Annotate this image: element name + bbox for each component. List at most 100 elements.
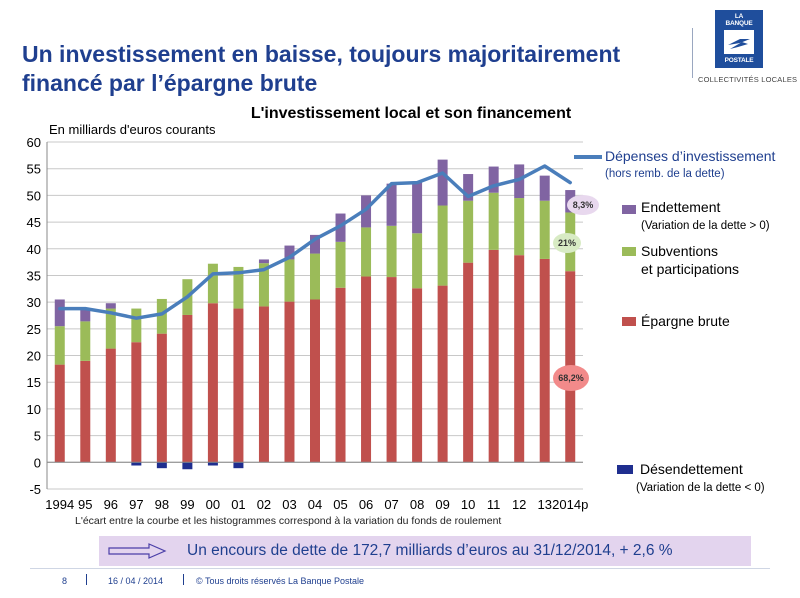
chart-legend: Dépenses d’investissement (hors remb. de … bbox=[574, 148, 776, 494]
bar--pargne-brute bbox=[488, 249, 499, 463]
bar--pargne-brute bbox=[182, 314, 193, 463]
x-tick-label: 03 bbox=[282, 497, 296, 512]
y-tick-label: 35 bbox=[27, 268, 41, 283]
bar--pargne-brute bbox=[310, 299, 320, 463]
x-tick-label: 95 bbox=[78, 497, 92, 512]
legend-label-subventions: Subventions bbox=[641, 243, 718, 259]
legend-label-endettement: Endettement bbox=[641, 199, 720, 215]
bar-subventions-et-participations bbox=[463, 200, 474, 263]
x-tick-label: 05 bbox=[333, 497, 347, 512]
bar-subventions-et-participations bbox=[488, 192, 499, 250]
annotation-bubble bbox=[553, 233, 581, 253]
x-tick-label: 10 bbox=[461, 497, 475, 512]
investment-chart: L'investissement local et son financemen… bbox=[27, 105, 776, 527]
slide-title: Un investissement en baisse, toujours ma… bbox=[22, 41, 621, 96]
x-tick-label: 00 bbox=[206, 497, 220, 512]
bar-subventions-et-participations bbox=[284, 259, 295, 302]
y-tick-label: 20 bbox=[27, 349, 41, 364]
legend-sublabel-investment: (hors remb. de la dette) bbox=[605, 168, 725, 180]
logo-line-1: LA BANQUE bbox=[725, 13, 753, 27]
bar-endettement bbox=[488, 166, 499, 193]
bar-d-sendettement bbox=[233, 462, 244, 469]
banner-text: Un encours de dette de 172,7 milliards d… bbox=[187, 542, 673, 559]
legend-swatch-desendettement bbox=[617, 465, 633, 474]
footer-date: 16 / 04 / 2014 bbox=[108, 576, 164, 586]
bar-d-sendettement bbox=[182, 462, 193, 470]
legend-sublabel-desendettement: (Variation de la dette < 0) bbox=[636, 482, 765, 494]
bar-subventions-et-participations bbox=[335, 241, 346, 288]
legend-sublabel-endettement: (Variation de la dette > 0) bbox=[641, 220, 770, 232]
y-axis-label: En milliards d'euros courants bbox=[49, 122, 216, 137]
bar-d-sendettement bbox=[131, 462, 142, 466]
bar-subventions-et-participations bbox=[386, 225, 397, 278]
bar--pargne-brute bbox=[105, 348, 116, 463]
bar-subventions-et-participations bbox=[361, 227, 372, 277]
bar-endettement bbox=[412, 182, 423, 234]
bar--pargne-brute bbox=[463, 262, 474, 463]
series-line-investment bbox=[58, 164, 572, 320]
bar--pargne-brute bbox=[412, 288, 423, 463]
bar-endettement bbox=[284, 245, 295, 260]
annotation-bubble bbox=[567, 195, 599, 215]
bar-endettement bbox=[437, 159, 448, 206]
chart-annotations: 8,3% 21% 68,2% bbox=[553, 195, 599, 391]
bar-subventions-et-participations bbox=[437, 205, 448, 286]
bar-subventions-et-participations bbox=[539, 200, 550, 259]
footer-divider bbox=[30, 568, 770, 569]
bar-endettement bbox=[80, 308, 91, 322]
y-tick-label: 25 bbox=[27, 322, 41, 337]
bar-endettement bbox=[105, 303, 116, 309]
bar-endettement bbox=[258, 259, 269, 264]
y-tick-label: 10 bbox=[27, 402, 41, 417]
x-tick-label: 98 bbox=[155, 497, 169, 512]
bar-endettement bbox=[54, 299, 65, 327]
bar--pargne-brute bbox=[335, 287, 346, 463]
bar--pargne-brute bbox=[539, 258, 550, 463]
x-tick-label: 2014p bbox=[552, 497, 588, 512]
legend-swatch-endettement bbox=[622, 205, 636, 214]
bar-subventions-et-participations bbox=[80, 321, 91, 361]
y-tick-label: 15 bbox=[27, 375, 41, 390]
bar-endettement bbox=[463, 174, 474, 201]
bar-subventions-et-participations bbox=[233, 266, 244, 309]
bar--pargne-brute bbox=[131, 342, 142, 463]
x-tick-label: 11 bbox=[487, 497, 501, 512]
y-tick-label: 0 bbox=[34, 455, 41, 470]
legend-label-subventions-cont: et participations bbox=[641, 261, 739, 277]
bar--pargne-brute bbox=[514, 255, 525, 463]
y-tick-label: 50 bbox=[27, 188, 41, 203]
bar--pargne-brute bbox=[437, 285, 448, 463]
x-tick-label: 01 bbox=[231, 497, 245, 512]
logo-separator bbox=[692, 28, 693, 78]
logo-bird-icon bbox=[724, 30, 754, 54]
bar-subventions-et-participations bbox=[310, 253, 320, 300]
y-tick-label: 55 bbox=[27, 162, 41, 177]
annotation-label: 68,2% bbox=[558, 373, 584, 383]
bar-endettement bbox=[386, 183, 397, 226]
chart-note: L'écart entre la courbe et les histogram… bbox=[75, 515, 501, 527]
bar-endettement bbox=[539, 175, 550, 201]
y-tick-label: -5 bbox=[29, 482, 41, 497]
x-tick-label: 97 bbox=[129, 497, 143, 512]
x-tick-label: 13 bbox=[537, 497, 551, 512]
bar--pargne-brute bbox=[80, 360, 91, 463]
bar-d-sendettement bbox=[207, 462, 218, 466]
bar-subventions-et-participations bbox=[207, 263, 218, 304]
y-tick-label: 60 bbox=[27, 135, 41, 150]
x-tick-label: 04 bbox=[308, 497, 322, 512]
x-tick-label: 96 bbox=[104, 497, 118, 512]
chart-title: L'investissement local et son financemen… bbox=[251, 105, 572, 122]
x-tick-label: 02 bbox=[257, 497, 271, 512]
y-tick-label: 30 bbox=[27, 295, 41, 310]
logo-subtitle: COLLECTIVITÉS LOCALES bbox=[698, 75, 798, 84]
arrow-right-icon bbox=[108, 543, 167, 559]
bar-endettement bbox=[310, 234, 320, 254]
legend-swatch-epargne bbox=[622, 317, 636, 326]
bar-subventions-et-participations bbox=[258, 263, 269, 307]
bar--pargne-brute bbox=[233, 308, 244, 463]
legend-label-investment: Dépenses d’investissement bbox=[605, 148, 776, 164]
bar-subventions-et-participations bbox=[131, 308, 142, 343]
chart-line bbox=[58, 164, 572, 320]
annotation-label: 8,3% bbox=[573, 200, 594, 210]
